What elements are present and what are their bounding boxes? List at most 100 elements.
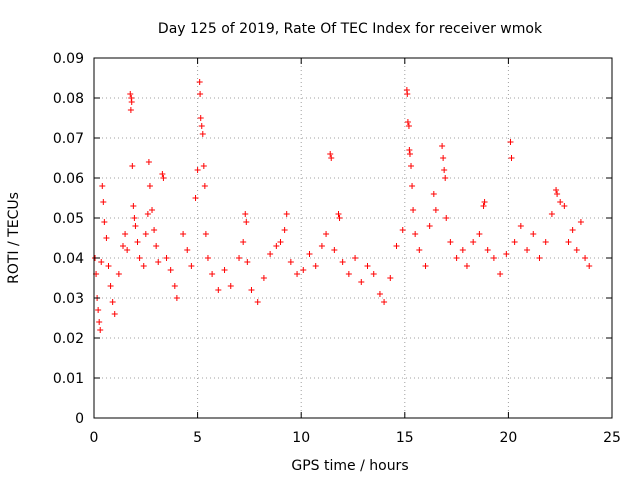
data-point xyxy=(463,263,470,269)
x-axis-title: GPS time / hours xyxy=(291,458,408,474)
data-point xyxy=(339,259,346,265)
data-point xyxy=(408,163,415,169)
data-point xyxy=(194,167,201,173)
data-point xyxy=(508,155,515,161)
data-point xyxy=(441,167,448,173)
data-point xyxy=(96,319,103,325)
data-point xyxy=(277,239,284,245)
data-point xyxy=(242,211,249,217)
data-point xyxy=(140,263,147,269)
data-point xyxy=(536,255,543,261)
data-point xyxy=(569,227,576,233)
data-point xyxy=(134,239,141,245)
data-point xyxy=(387,275,394,281)
data-point xyxy=(370,271,377,277)
data-point xyxy=(221,267,228,273)
data-point xyxy=(503,251,510,257)
data-point xyxy=(404,119,411,125)
data-point xyxy=(127,91,134,97)
data-point xyxy=(243,219,250,225)
data-point xyxy=(99,183,106,189)
plot-frame xyxy=(93,57,613,419)
data-point xyxy=(331,247,338,253)
data-point xyxy=(145,159,152,165)
data-point xyxy=(554,191,561,197)
data-point xyxy=(358,279,365,285)
data-point xyxy=(406,147,413,153)
y-tick-label: 0.07 xyxy=(53,131,84,147)
data-point xyxy=(557,199,564,205)
data-point xyxy=(447,239,454,245)
data-point xyxy=(565,239,572,245)
data-point xyxy=(101,219,108,225)
y-tick-label: 0.02 xyxy=(53,331,84,347)
y-tick-label: 0.09 xyxy=(53,51,84,67)
data-point xyxy=(410,207,417,213)
data-point xyxy=(103,235,110,241)
data-point xyxy=(328,155,335,161)
data-point xyxy=(582,255,589,261)
data-point xyxy=(146,183,153,189)
data-point xyxy=(267,251,274,257)
data-point xyxy=(155,259,162,265)
data-point xyxy=(409,183,416,189)
data-point xyxy=(294,271,301,277)
data-point xyxy=(405,123,412,129)
data-point xyxy=(393,243,400,249)
x-tick-label: 0 xyxy=(90,430,99,446)
y-tick-label: 0.03 xyxy=(53,291,84,307)
data-point xyxy=(199,131,206,137)
data-point xyxy=(306,251,313,257)
data-point xyxy=(470,239,477,245)
data-point xyxy=(335,211,342,217)
data-point xyxy=(530,231,537,237)
data-point xyxy=(142,231,149,237)
data-point xyxy=(131,215,138,221)
data-point xyxy=(490,255,497,261)
y-tick-label: 0.04 xyxy=(53,251,84,267)
data-point xyxy=(173,295,180,301)
data-point xyxy=(376,291,383,297)
x-tick-label: 15 xyxy=(396,430,414,446)
data-point xyxy=(517,223,524,229)
data-point xyxy=(553,187,560,193)
data-point xyxy=(300,267,307,273)
data-point xyxy=(244,259,251,265)
x-tick-labels: 0 5 10 15 20 25 xyxy=(90,430,621,446)
data-point xyxy=(120,243,127,249)
data-point xyxy=(406,151,413,157)
data-point xyxy=(167,267,174,273)
data-point xyxy=(416,247,423,253)
y-tick-label: 0.05 xyxy=(53,211,84,227)
data-point xyxy=(352,255,359,261)
grid-lines xyxy=(94,58,612,418)
y-tick-label: 0 xyxy=(75,411,84,427)
data-point xyxy=(548,211,555,217)
data-point xyxy=(201,183,208,189)
data-point xyxy=(128,99,135,105)
data-point xyxy=(586,263,593,269)
data-point xyxy=(476,231,483,237)
data-point xyxy=(200,163,207,169)
data-point xyxy=(381,299,388,305)
data-point xyxy=(215,287,222,293)
data-point xyxy=(144,211,151,217)
axis-ticks xyxy=(93,57,613,419)
data-point xyxy=(432,207,439,213)
data-point xyxy=(198,123,205,129)
data-point xyxy=(484,247,491,253)
data-point xyxy=(160,175,167,181)
data-point xyxy=(236,255,243,261)
data-point xyxy=(197,115,204,121)
data-point xyxy=(511,239,518,245)
data-point xyxy=(426,223,433,229)
data-point xyxy=(327,151,334,157)
data-point xyxy=(442,175,449,181)
data-point xyxy=(399,227,406,233)
data-point xyxy=(95,307,102,313)
data-point xyxy=(507,139,514,145)
data-point xyxy=(345,271,352,277)
data-point xyxy=(132,223,139,229)
data-point xyxy=(122,231,129,237)
